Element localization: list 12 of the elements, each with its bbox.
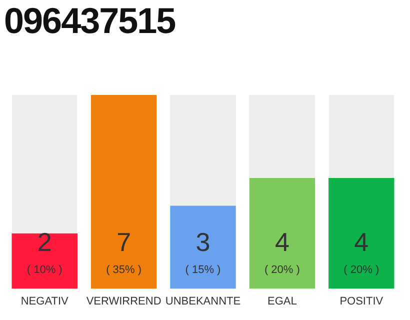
data-label: 4 ( 20% ) bbox=[344, 226, 380, 276]
data-label: 3 ( 15% ) bbox=[185, 226, 221, 276]
x-tick-label: NEGATIV bbox=[20, 295, 69, 308]
data-label: 2 ( 10% ) bbox=[26, 226, 62, 276]
data-label: 4 ( 20% ) bbox=[264, 226, 300, 276]
data-label: 7 ( 35% ) bbox=[106, 226, 142, 276]
x-tick-label: POSITIV bbox=[340, 295, 384, 308]
x-tick-label: UNBEKANNTE bbox=[165, 295, 241, 308]
chart-title: 096437515 bbox=[4, 0, 176, 42]
bar bbox=[90, 95, 157, 289]
x-tick-label: VERWIRREND bbox=[86, 295, 162, 308]
x-tick-label: EGAL bbox=[268, 295, 297, 308]
